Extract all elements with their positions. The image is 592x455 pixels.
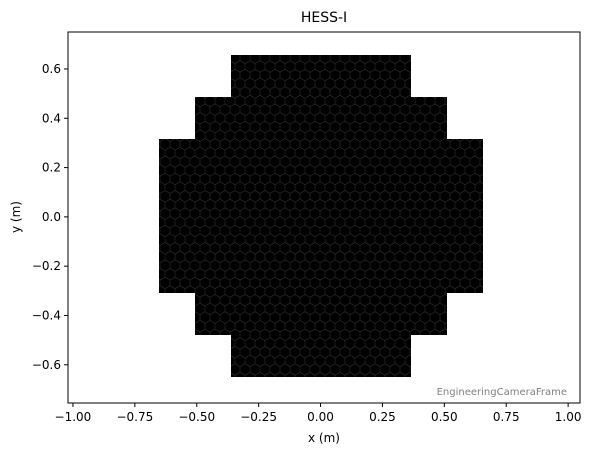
y-tick-label: 0.2	[42, 161, 61, 175]
x-tick-label: −0.50	[178, 410, 215, 424]
axes-frame	[67, 31, 581, 404]
annotation: EngineeringCameraFrame	[437, 387, 567, 398]
camera-pixel-grid	[159, 55, 483, 377]
x-tick-label: −1.00	[55, 410, 92, 424]
y-axis-label: y (m)	[9, 201, 23, 233]
y-tick-label: 0.4	[42, 111, 61, 125]
y-tick-label: −0.4	[32, 308, 61, 322]
x-tick-label: 0.00	[307, 410, 334, 424]
x-axis-label: x (m)	[308, 431, 340, 445]
x-tick-label: 0.50	[431, 410, 458, 424]
x-tick-label: 0.75	[493, 410, 520, 424]
x-tick-label: −0.75	[116, 410, 153, 424]
y-tick-label: −0.2	[32, 259, 61, 273]
y-tick-label: −0.6	[32, 358, 61, 372]
x-tick-label: 0.25	[369, 410, 396, 424]
x-tick-label: 1.00	[555, 410, 582, 424]
x-tick-label: −0.25	[240, 410, 277, 424]
chart-title: HESS-I	[301, 10, 347, 26]
y-tick-label: 0.6	[42, 62, 61, 76]
y-tick-label: 0.0	[42, 210, 61, 224]
camera-pixels	[159, 55, 483, 377]
